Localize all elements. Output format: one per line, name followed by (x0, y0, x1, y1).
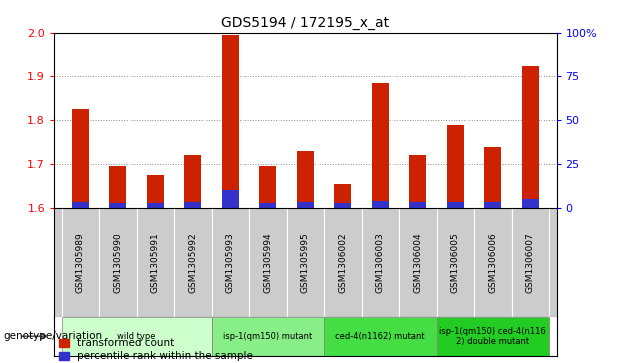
Text: isp-1(qm150) mutant: isp-1(qm150) mutant (223, 332, 312, 341)
Text: GSM1306002: GSM1306002 (338, 232, 347, 293)
Text: ced-4(n1162) mutant: ced-4(n1162) mutant (335, 332, 425, 341)
Bar (522, 65, 539, 208)
Bar (297, 151, 314, 208)
Title: GDS5194 / 172195_x_at: GDS5194 / 172195_x_at (221, 16, 389, 30)
Bar (522, 199, 539, 208)
Bar (147, 203, 163, 208)
Bar (184, 155, 201, 208)
Text: GSM1305993: GSM1305993 (226, 232, 235, 293)
Bar (147, 175, 163, 208)
Bar (410, 202, 426, 208)
Bar (361, 208, 399, 317)
Text: GSM1305989: GSM1305989 (76, 232, 85, 293)
Text: GSM1305994: GSM1305994 (263, 232, 272, 293)
Bar (72, 202, 89, 208)
Text: isp-1(qm150) ced-4(n116
2) double mutant: isp-1(qm150) ced-4(n116 2) double mutant (439, 327, 546, 346)
Bar (297, 202, 314, 208)
Bar (72, 109, 89, 208)
Bar (212, 208, 249, 317)
Bar (335, 203, 351, 208)
Text: GSM1305991: GSM1305991 (151, 232, 160, 293)
Bar (137, 208, 174, 317)
Bar (324, 208, 361, 317)
Bar (447, 202, 464, 208)
Bar (436, 208, 474, 317)
Bar (62, 317, 212, 356)
Legend: transformed count, percentile rank within the sample: transformed count, percentile rank withi… (59, 338, 253, 362)
Bar (212, 317, 324, 356)
Text: wild type: wild type (117, 332, 156, 341)
Bar (184, 202, 201, 208)
Bar (372, 201, 389, 208)
Bar (109, 166, 126, 208)
Bar (324, 317, 436, 356)
Text: GSM1306003: GSM1306003 (376, 232, 385, 293)
Bar (99, 208, 137, 317)
Bar (410, 155, 426, 208)
Bar (287, 208, 324, 317)
Bar (511, 208, 549, 317)
Bar (447, 125, 464, 208)
Text: GSM1306004: GSM1306004 (413, 232, 422, 293)
Bar (485, 147, 501, 208)
Bar (485, 202, 501, 208)
Bar (222, 190, 238, 208)
Bar (335, 184, 351, 208)
Bar (436, 317, 549, 356)
Bar (222, 35, 238, 208)
Bar (249, 208, 287, 317)
Bar (372, 83, 389, 208)
Text: GSM1306006: GSM1306006 (488, 232, 497, 293)
Bar (259, 166, 276, 208)
Text: GSM1305995: GSM1305995 (301, 232, 310, 293)
Text: GSM1306007: GSM1306007 (526, 232, 535, 293)
Bar (174, 208, 212, 317)
Bar (259, 203, 276, 208)
Bar (62, 208, 99, 317)
Bar (399, 208, 436, 317)
Bar (474, 208, 511, 317)
Text: GSM1305990: GSM1305990 (113, 232, 122, 293)
Text: GSM1305992: GSM1305992 (188, 232, 197, 293)
Text: genotype/variation: genotype/variation (3, 331, 102, 341)
Text: GSM1306005: GSM1306005 (451, 232, 460, 293)
Bar (109, 203, 126, 208)
